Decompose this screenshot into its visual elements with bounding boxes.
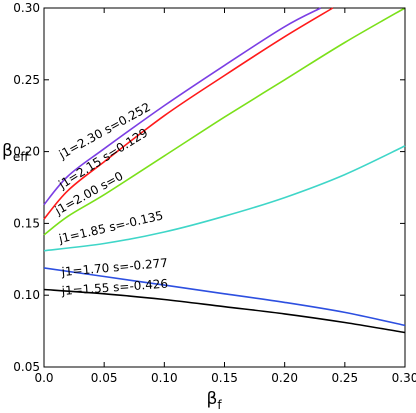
y-axis-label-main: β [2,141,13,161]
y-tick-label: 0.20 [13,145,40,159]
series-line-5 [43,288,406,334]
y-tick-label: 0.30 [13,1,40,15]
x-axis-label-sub: f [217,398,222,412]
series-line-4 [43,267,406,327]
tick-layer: 0.0 0.05 0.10 0.15 0.20 0.25 0.300.050.100.150… [13,1,416,385]
x-axis-label-main: β [206,389,217,409]
x-tick-label: 0.0 [34,371,53,385]
x-tick-label: 0.10 [151,371,178,385]
y-axis-label-sub: eff [13,150,29,164]
series-line-0 [43,7,322,206]
x-tick-label: 0.20 [271,371,298,385]
x-tick-label: 0.25 [331,371,358,385]
series-layer [43,7,406,334]
y-tick-label: 0.10 [13,288,40,302]
y-tick-label: 0.05 [13,360,40,374]
x-tick-label: 0.15 [211,371,238,385]
series-line-1 [43,7,334,220]
y-axis-label: βeff [2,141,29,164]
axis-label-layer: βeff βf [2,141,222,412]
x-tick-label: 0.30 [392,371,416,385]
series-line-2 [43,7,406,236]
y-tick-label: 0.25 [13,73,40,87]
series-line-3 [43,145,406,252]
x-axis-label: βf [206,389,222,412]
y-tick-label: 0.15 [13,216,40,230]
series-label-4: j1=1.70 s=-0.277 [60,256,168,279]
x-tick-label: 0.05 [91,371,118,385]
